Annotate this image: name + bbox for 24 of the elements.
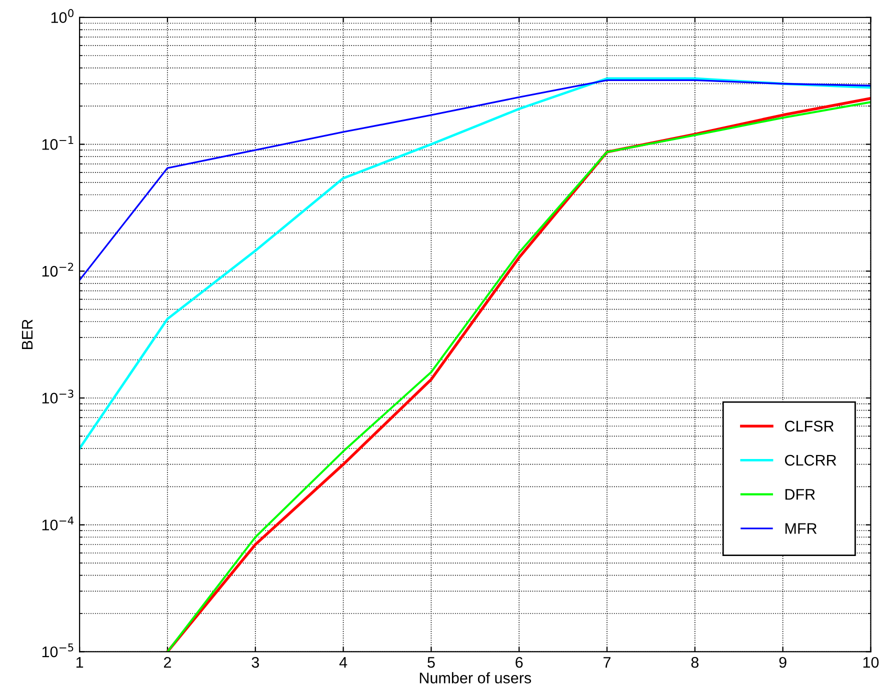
x-tick-label: 3 — [252, 656, 259, 668]
x-tick-label: 2 — [164, 656, 171, 668]
x-tick-label: 1 — [76, 657, 84, 668]
x-tick-label: 10 — [863, 656, 879, 668]
x-tick-label: 5 — [428, 657, 435, 668]
x-tick-label: 9 — [779, 656, 786, 668]
y-tick-label: 10$^{−1}$ — [42, 136, 74, 150]
legend-label: CLCRR — [785, 454, 836, 466]
legend-label: CLFSR — [785, 420, 834, 432]
y-tick-label: 10$^{−4}$ — [42, 516, 74, 530]
x-tick-label: 4 — [339, 657, 348, 668]
line-series — [80, 77, 871, 450]
y-tick-label: 10$^{0}$ — [51, 9, 74, 23]
line-series — [80, 79, 871, 281]
y-tick-label: 10$^{−2}$ — [42, 262, 74, 277]
x-tick-label: 8 — [691, 656, 699, 668]
x-axis-title: Number of users — [420, 672, 532, 684]
legend-label: DFR — [785, 489, 815, 500]
x-tick-label: 6 — [516, 656, 523, 668]
y-tick-label: 10$^{−5}$ — [42, 643, 74, 658]
x-tick-label: 7 — [604, 657, 610, 668]
legend-label: MFR — [785, 523, 817, 534]
y-tick-label: 10$^{−3}$ — [42, 390, 74, 404]
y-axis-title: BER — [22, 320, 33, 350]
